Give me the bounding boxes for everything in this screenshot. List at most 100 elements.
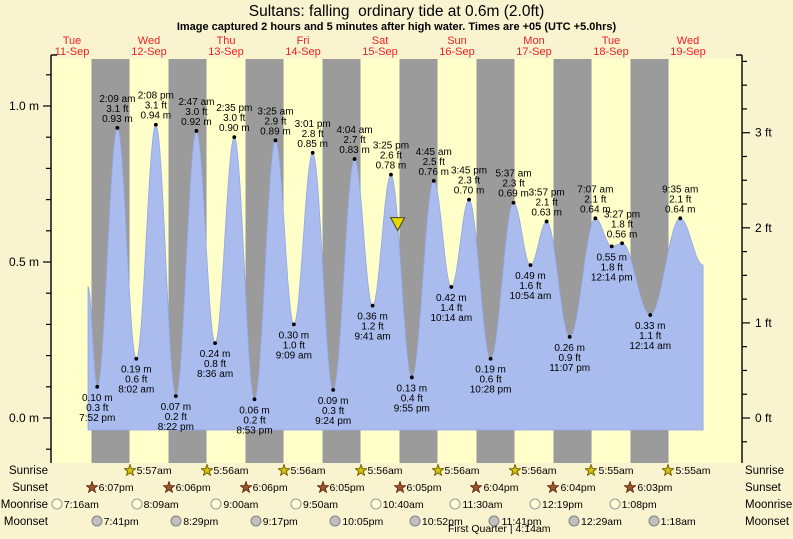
moonset-icon [329, 515, 341, 528]
moonset-time: 11:41pm [501, 516, 542, 528]
sunset-star-icon [623, 480, 638, 494]
moonrise-time: 11:30am [462, 499, 503, 511]
moonset-icon [648, 515, 660, 528]
day-label: Sat 15-Sep [341, 36, 419, 58]
tide-extreme-label-line: 8:02 am [118, 385, 154, 396]
tide-extreme-label-line: 3:45 pm [451, 166, 487, 177]
day-date: 13-Sep [208, 46, 244, 58]
tide-extreme-label-line: 0.70 m [454, 186, 485, 197]
tide-extreme-label-line: 0.49 m [515, 271, 546, 282]
sunrise-star-icon [661, 463, 676, 477]
tide-extreme-label-line: 7:52 pm [79, 413, 115, 424]
tide-extreme-label-line: 5:37 am [495, 169, 531, 180]
sunrise-entry: 5:57am [122, 463, 172, 477]
tide-extreme-label-line: 3.0 ft [223, 113, 245, 124]
tide-extreme-point [467, 197, 471, 202]
tide-extreme-label-line: 1.6 ft [519, 281, 541, 292]
moonset-time: 8:29pm [183, 516, 219, 528]
moonset-icon [409, 515, 421, 528]
tide-extreme-point [291, 322, 296, 327]
tide-extreme-label-line: 2.6 ft [380, 151, 402, 162]
day-date: 16-Sep [439, 46, 475, 58]
sunrise-star-icon [199, 463, 214, 477]
moonset-time: 9:17pm [262, 516, 298, 528]
moonset-entry: 8:29pm [170, 515, 218, 528]
tide-extreme-label-line: 3:25 am [257, 106, 293, 117]
tide-extreme-point [593, 216, 598, 221]
moonset-icon [488, 515, 500, 528]
sunrise-star-icon [353, 463, 368, 477]
tide-extreme-label-line: 0.9 ft [559, 353, 581, 364]
tide-extreme-label-line: 8:53 pm [236, 425, 272, 436]
moonset-icon [170, 515, 182, 528]
tide-extreme-label-line: 2.1 ft [536, 197, 558, 208]
chart-title: Sultans: falling ordinary tide at 0.6m (… [248, 3, 545, 20]
tide-extreme-label-line: 0.42 m [436, 293, 467, 304]
tide-extreme-label-line: 0.92 m [181, 117, 212, 128]
day-of-week: Thu [216, 35, 236, 47]
tide-extreme-label-line: 0.76 m [418, 167, 449, 178]
tide-extreme-label-line: 9:09 am [276, 350, 312, 361]
day-label: Thu 13-Sep [187, 36, 265, 58]
moonset-time: 10:05pm [342, 516, 384, 528]
sunrise-time: 5:56am [444, 465, 480, 477]
sunset-time: 6:06pm [252, 482, 288, 494]
moonrise-entry: 12:19pm [529, 498, 583, 511]
tide-extreme-point [488, 356, 493, 361]
day-label: Sun 16-Sep [418, 36, 496, 58]
moonrise-time: 7:16am [63, 499, 99, 511]
tide-extreme-point [409, 375, 414, 380]
moonrise-icon [609, 498, 621, 511]
tide-extreme-point [567, 334, 572, 339]
tide-extreme-point [431, 178, 436, 183]
tide-extreme-point [544, 219, 549, 224]
tide-extreme-label-line: 0.6 ft [479, 375, 501, 386]
tide-extreme-label-line: 12:14 am [629, 341, 671, 352]
sunrise-time: 5:55am [675, 465, 711, 477]
astro-row-label-moonrise-left: Moonrise [0, 499, 48, 511]
tide-extreme-label-line: 0.69 m [498, 189, 529, 200]
moonrise-time: 1:08pm [621, 499, 657, 511]
tide-extreme-label-line: 8:22 pm [158, 422, 194, 433]
sunset-time: 6:04pm [483, 482, 519, 494]
moonrise-entry: 9:00am [210, 498, 258, 511]
moonrise-time: 8:09am [143, 499, 179, 511]
tide-extreme-label-line: 9:55 pm [394, 403, 430, 414]
astro-row-label-sunrise-right: Sunrise [745, 465, 784, 477]
day-of-week: Tue [601, 35, 621, 47]
astro-row-label-moonset-right: Moonset [745, 516, 790, 528]
tide-extreme-point [232, 135, 237, 140]
tide-curve-area [87, 124, 704, 431]
tide-extreme-point [648, 313, 653, 317]
sunrise-entry: 5:55am [584, 463, 634, 477]
moonrise-icon [529, 498, 541, 511]
tide-extreme-label-line: 1.1 ft [639, 331, 661, 342]
current-tide-marker [389, 216, 406, 232]
tide-extreme-label-line: 0.24 m [200, 349, 231, 360]
tide-extreme-label-line: 2:08 pm [138, 91, 174, 102]
tide-extreme-label-line: 3:01 pm [295, 119, 331, 130]
tide-extreme-label-line: 0.13 m [397, 383, 428, 394]
sunrise-entry: 5:56am [507, 463, 557, 477]
tide-extreme-label-line: 0.3 ft [322, 406, 344, 417]
day-of-week: Mon [523, 35, 545, 47]
tide-extreme-label-line: 9:41 am [354, 332, 390, 343]
moonrise-icon [51, 498, 63, 511]
tide-extreme-point [331, 388, 336, 392]
tide-extreme-label-line: 0.8 ft [204, 359, 226, 370]
tide-extreme-label-line: 0.85 m [297, 139, 328, 150]
tide-extreme-label-line: 3.0 ft [185, 107, 207, 118]
tide-extreme-label-line: 0.33 m [635, 321, 666, 332]
sunrise-entry: 5:56am [276, 463, 326, 477]
day-of-week: Sat [371, 35, 389, 47]
sunrise-time: 5:56am [367, 465, 403, 477]
moonrise-icon [210, 498, 222, 511]
moonrise-time: 12:19pm [542, 499, 583, 511]
tide-extreme-point [678, 216, 683, 221]
tide-extreme-label-line: 0.09 m [318, 396, 349, 407]
moonset-icon [568, 515, 580, 528]
tide-extreme-point [449, 285, 454, 289]
moonrise-entry: 1:08pm [609, 498, 657, 511]
tide-extreme-point [310, 150, 315, 155]
tide-extreme-point [352, 157, 357, 161]
